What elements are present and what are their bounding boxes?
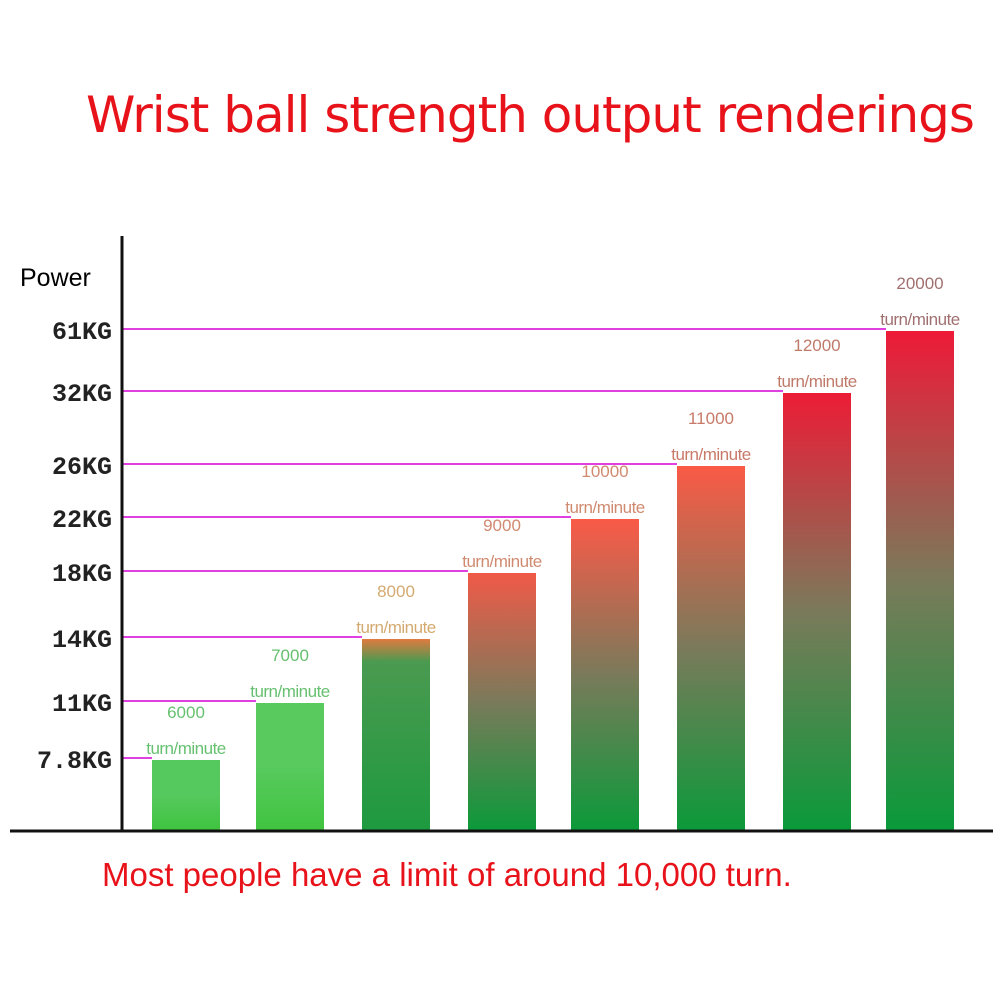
bar-value-label: 11000 [688, 409, 734, 428]
bar [256, 703, 324, 830]
bar-value-label: 8000 [377, 582, 415, 601]
bar-unit-label: turn/minute [462, 552, 542, 571]
bar-unit-label: turn/minute [250, 682, 330, 701]
chart-footnote: Most people have a limit of around 10,00… [102, 856, 792, 893]
bar-unit-label: turn/minute [146, 739, 226, 758]
bar-value-label: 6000 [167, 703, 205, 722]
bar [152, 760, 220, 830]
y-tick-label: 26KG [52, 453, 112, 482]
y-tick-label: 14KG [52, 626, 112, 655]
bar-value-label: 9000 [483, 516, 521, 535]
y-tick-label: 11KG [52, 690, 112, 719]
chart-title: Wrist ball strength output renderings [86, 86, 975, 144]
bar-unit-label: turn/minute [671, 445, 751, 464]
y-tick-label: 32KG [52, 380, 112, 409]
y-tick-label: 18KG [52, 560, 112, 589]
bar-value-label: 7000 [271, 646, 309, 665]
y-tick-label: 22KG [52, 506, 112, 535]
bar [571, 519, 639, 830]
bar [783, 393, 851, 830]
bar [468, 573, 536, 830]
bar-value-label: 12000 [793, 336, 840, 355]
y-axis-label: Power [20, 264, 91, 292]
bar-unit-label: turn/minute [880, 310, 960, 329]
y-tick-label: 7.8KG [37, 747, 112, 776]
bar-value-label: 20000 [896, 274, 943, 293]
bar-unit-label: turn/minute [565, 498, 645, 517]
bar-unit-label: turn/minute [777, 372, 857, 391]
bar [886, 331, 954, 830]
bar-value-label: 10000 [581, 462, 628, 481]
bar [362, 639, 430, 830]
y-tick-label: 61KG [52, 318, 112, 347]
bar-unit-label: turn/minute [356, 618, 436, 637]
bar [677, 466, 745, 830]
